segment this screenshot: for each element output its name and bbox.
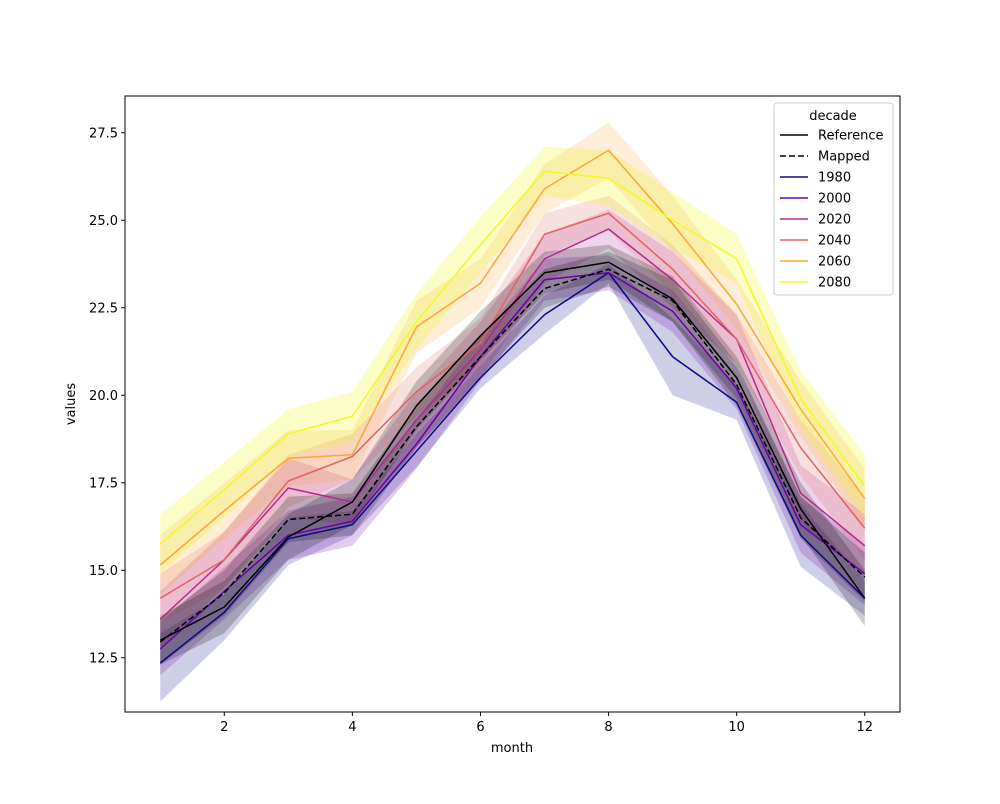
band-reference: [160, 244, 865, 665]
plot-area-frame: [124, 95, 901, 713]
x-tick-label-4: 4: [348, 720, 356, 735]
legend-box: [773, 102, 894, 296]
band-mapped: [160, 251, 865, 665]
x-tick-label-10: 10: [728, 720, 745, 735]
x-axis: 2 4 6 8 10 12: [220, 712, 873, 735]
y-tick-label-17-5: 17.5: [89, 476, 118, 491]
y-tick-label-20-0: 20.0: [89, 389, 118, 404]
series-lines: [159, 149, 866, 664]
x-tick-label-2: 2: [220, 720, 228, 735]
series-line-1980: [159, 272, 866, 664]
legend-label-2020: 2020: [818, 213, 851, 228]
y-axis-label: values: [64, 383, 79, 426]
y-tick-label-25-0: 25.0: [89, 214, 118, 229]
series-line-2060: [159, 149, 866, 566]
y-axis: 12.5 15.0 17.5 20.0 22.5 25.0 27.5: [89, 126, 125, 666]
legend-label-2060: 2060: [818, 255, 851, 270]
legend-label-2080: 2080: [818, 276, 851, 291]
band-2040: [160, 195, 865, 623]
legend-label-1980: 1980: [818, 171, 851, 186]
y-tick-label-22-5: 22.5: [89, 301, 118, 316]
legend-title: decade: [809, 109, 857, 124]
x-tick-label-6: 6: [476, 720, 484, 735]
band-2060: [160, 122, 865, 595]
x-tick-label-12: 12: [856, 720, 873, 735]
series-line-reference: [159, 261, 866, 641]
band-1980: [160, 264, 865, 702]
band-2000: [160, 255, 865, 676]
legend: decade Reference Mapped 1980 2000 2020 2040 20…: [773, 102, 894, 296]
y-tick-label-15-0: 15.0: [89, 564, 118, 579]
series-line-2040: [159, 212, 866, 599]
band-2080: [160, 146, 865, 574]
legend-label-reference: Reference: [818, 129, 883, 144]
x-tick-label-8: 8: [604, 720, 612, 735]
y-tick-label-27-5: 27.5: [89, 126, 118, 141]
legend-label-2000: 2000: [818, 192, 851, 207]
series-line-2080: [159, 170, 866, 545]
y-tick-label-12-5: 12.5: [89, 651, 118, 666]
legend-label-mapped: Mapped: [818, 150, 870, 165]
legend-label-2040: 2040: [818, 234, 851, 249]
x-axis-label: month: [491, 741, 533, 756]
series-line-2000: [159, 272, 866, 650]
